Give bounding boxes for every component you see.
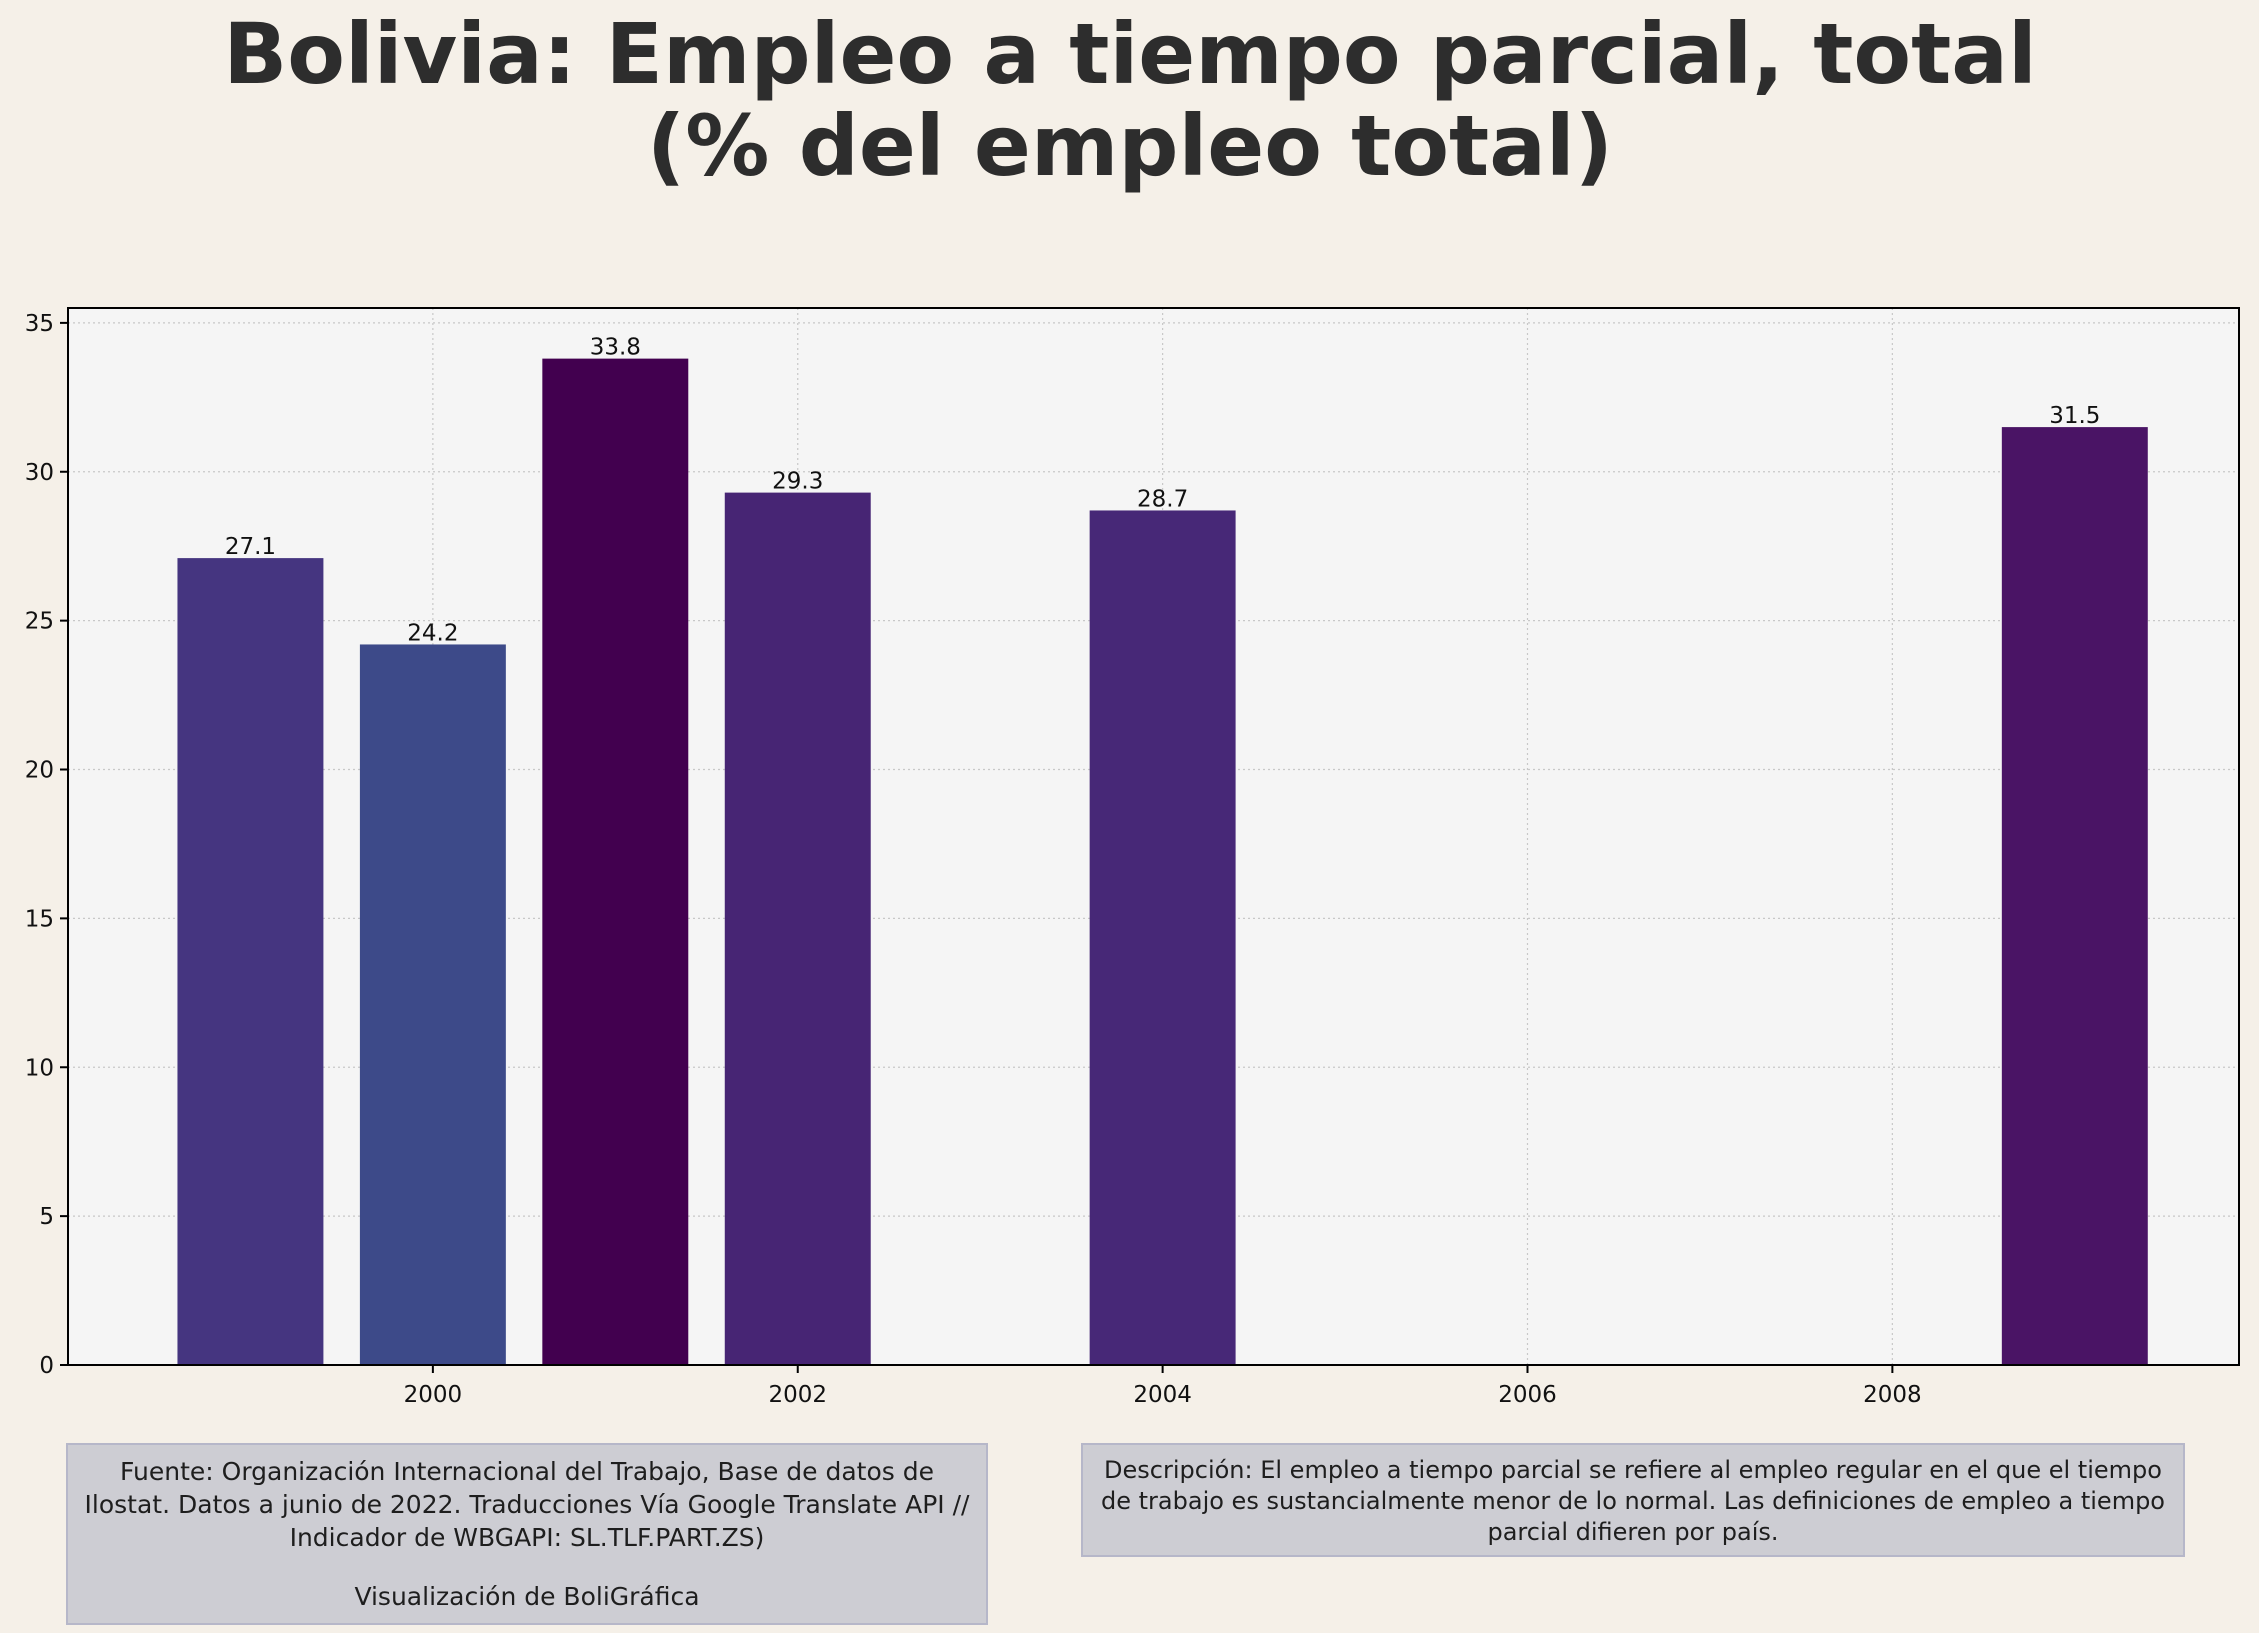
value-label-2000: 24.2: [407, 620, 458, 646]
credit-text: Visualización de BoliGráfica: [354, 1582, 700, 1611]
value-label-2001: 33.8: [590, 335, 641, 361]
chart-title: Bolivia: Empleo a tiempo parcial, total …: [223, 5, 2037, 195]
y-tick-label-10: 10: [25, 1055, 54, 1081]
plot-frame: [67, 307, 2240, 1366]
x-axis: 2000 2002 2004 2006 2008: [404, 1365, 1922, 1408]
description-text: Descripción: El empleo a tiempo parcial …: [1101, 1456, 2165, 1546]
description-box: Descripción: El empleo a tiempo parcial …: [1081, 1443, 2185, 1557]
bar-2001: [542, 358, 689, 1365]
bar-2009: [2001, 427, 2148, 1365]
value-label-2002: 29.3: [772, 469, 823, 495]
x-tick-label-2004: 2004: [1133, 1382, 1192, 1408]
x-tick-label-2006: 2006: [1498, 1382, 1557, 1408]
value-labels: 27.1 24.2 33.8 29.3 28.7 31.5: [225, 335, 2101, 647]
bar-2002: [724, 492, 871, 1366]
bars: [177, 358, 2148, 1366]
bar-2000: [359, 644, 506, 1365]
bar-2004: [1089, 510, 1236, 1365]
x-tick-label-2002: 2002: [768, 1382, 827, 1408]
y-tick-label-35: 35: [25, 311, 54, 337]
source-box: Fuente: Organización Internacional del T…: [66, 1443, 988, 1625]
y-tick-label-15: 15: [25, 906, 54, 932]
y-tick-label-25: 25: [25, 609, 54, 635]
value-label-1999: 27.1: [225, 534, 276, 560]
y-tick-label-20: 20: [25, 758, 54, 784]
x-tick-label-2008: 2008: [1863, 1382, 1922, 1408]
value-label-2004: 28.7: [1137, 486, 1188, 512]
y-tick-label-5: 5: [39, 1204, 54, 1230]
y-tick-label-0: 0: [39, 1353, 54, 1379]
source-text: Fuente: Organización Internacional del T…: [84, 1457, 970, 1552]
x-tick-label-2000: 2000: [404, 1382, 463, 1408]
bar-1999: [177, 558, 324, 1365]
bar-chart: 27.124.233.829.328.731.5 2000 2002 2004 200…: [25, 307, 2240, 1408]
y-tick-label-30: 30: [25, 460, 54, 486]
y-axis: 0 5 10 15 20 25 30 35: [25, 311, 68, 1379]
value-label-2009: 31.5: [2049, 403, 2100, 429]
